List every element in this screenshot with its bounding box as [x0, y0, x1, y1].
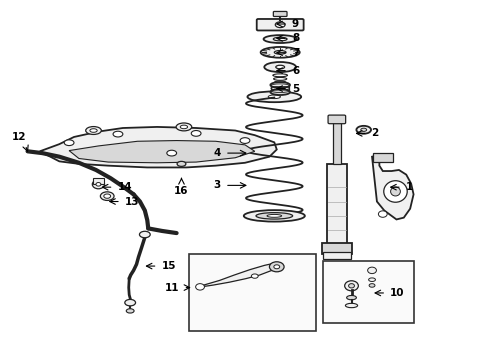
- Ellipse shape: [276, 65, 285, 69]
- Ellipse shape: [244, 210, 305, 222]
- Polygon shape: [40, 127, 277, 167]
- Bar: [322, 243, 351, 253]
- Ellipse shape: [180, 125, 188, 129]
- Bar: [373, 153, 392, 162]
- Ellipse shape: [356, 126, 371, 134]
- Text: 5: 5: [292, 84, 299, 94]
- Ellipse shape: [391, 187, 400, 196]
- FancyBboxPatch shape: [273, 12, 287, 17]
- Ellipse shape: [100, 192, 114, 201]
- Polygon shape: [196, 263, 278, 288]
- Text: 11: 11: [165, 283, 179, 293]
- Bar: [271, 85, 289, 92]
- Ellipse shape: [378, 211, 387, 217]
- Ellipse shape: [345, 303, 358, 308]
- Bar: [189, 253, 316, 330]
- Text: 13: 13: [125, 197, 139, 207]
- Text: 10: 10: [390, 288, 405, 298]
- Ellipse shape: [64, 140, 74, 145]
- Text: 1: 1: [406, 182, 413, 192]
- Ellipse shape: [369, 284, 375, 287]
- Ellipse shape: [267, 215, 282, 217]
- Bar: [323, 261, 414, 323]
- Ellipse shape: [264, 62, 296, 72]
- Ellipse shape: [361, 128, 367, 131]
- Text: 6: 6: [292, 66, 299, 76]
- Ellipse shape: [90, 129, 97, 132]
- Text: 14: 14: [118, 182, 132, 192]
- Ellipse shape: [268, 95, 280, 99]
- Ellipse shape: [125, 300, 136, 306]
- Text: 15: 15: [161, 261, 176, 271]
- Ellipse shape: [240, 138, 250, 143]
- Ellipse shape: [274, 50, 286, 54]
- Ellipse shape: [368, 267, 376, 274]
- Text: 8: 8: [292, 33, 299, 43]
- FancyBboxPatch shape: [328, 115, 345, 124]
- Text: 4: 4: [214, 148, 221, 158]
- Ellipse shape: [270, 89, 290, 95]
- Ellipse shape: [176, 123, 192, 131]
- Ellipse shape: [270, 262, 284, 272]
- Text: 9: 9: [292, 19, 299, 29]
- Bar: [323, 252, 350, 259]
- Ellipse shape: [177, 161, 186, 166]
- Ellipse shape: [344, 281, 358, 291]
- Polygon shape: [372, 155, 414, 220]
- Ellipse shape: [191, 131, 201, 136]
- Ellipse shape: [196, 284, 204, 290]
- Ellipse shape: [261, 47, 300, 58]
- Ellipse shape: [346, 296, 356, 300]
- Ellipse shape: [167, 150, 176, 156]
- Text: 7: 7: [292, 48, 299, 58]
- Ellipse shape: [113, 131, 123, 137]
- Ellipse shape: [368, 278, 375, 282]
- Text: 16: 16: [174, 186, 189, 197]
- FancyBboxPatch shape: [257, 19, 304, 31]
- Ellipse shape: [96, 183, 101, 186]
- Ellipse shape: [104, 194, 111, 198]
- Text: 2: 2: [371, 129, 379, 138]
- Ellipse shape: [140, 231, 150, 238]
- Text: 12: 12: [12, 132, 26, 142]
- Ellipse shape: [264, 35, 297, 43]
- Ellipse shape: [86, 127, 101, 134]
- Ellipse shape: [270, 82, 290, 88]
- Ellipse shape: [256, 213, 293, 219]
- Polygon shape: [69, 140, 255, 163]
- Ellipse shape: [126, 309, 134, 313]
- Ellipse shape: [273, 37, 287, 41]
- Bar: [327, 164, 346, 246]
- Ellipse shape: [348, 284, 354, 288]
- Ellipse shape: [92, 180, 104, 189]
- Ellipse shape: [274, 265, 280, 269]
- Bar: [93, 178, 104, 184]
- Ellipse shape: [251, 274, 258, 278]
- Ellipse shape: [247, 91, 301, 102]
- Text: 3: 3: [214, 180, 221, 190]
- Bar: [333, 121, 341, 164]
- Ellipse shape: [275, 22, 285, 28]
- Ellipse shape: [384, 181, 407, 202]
